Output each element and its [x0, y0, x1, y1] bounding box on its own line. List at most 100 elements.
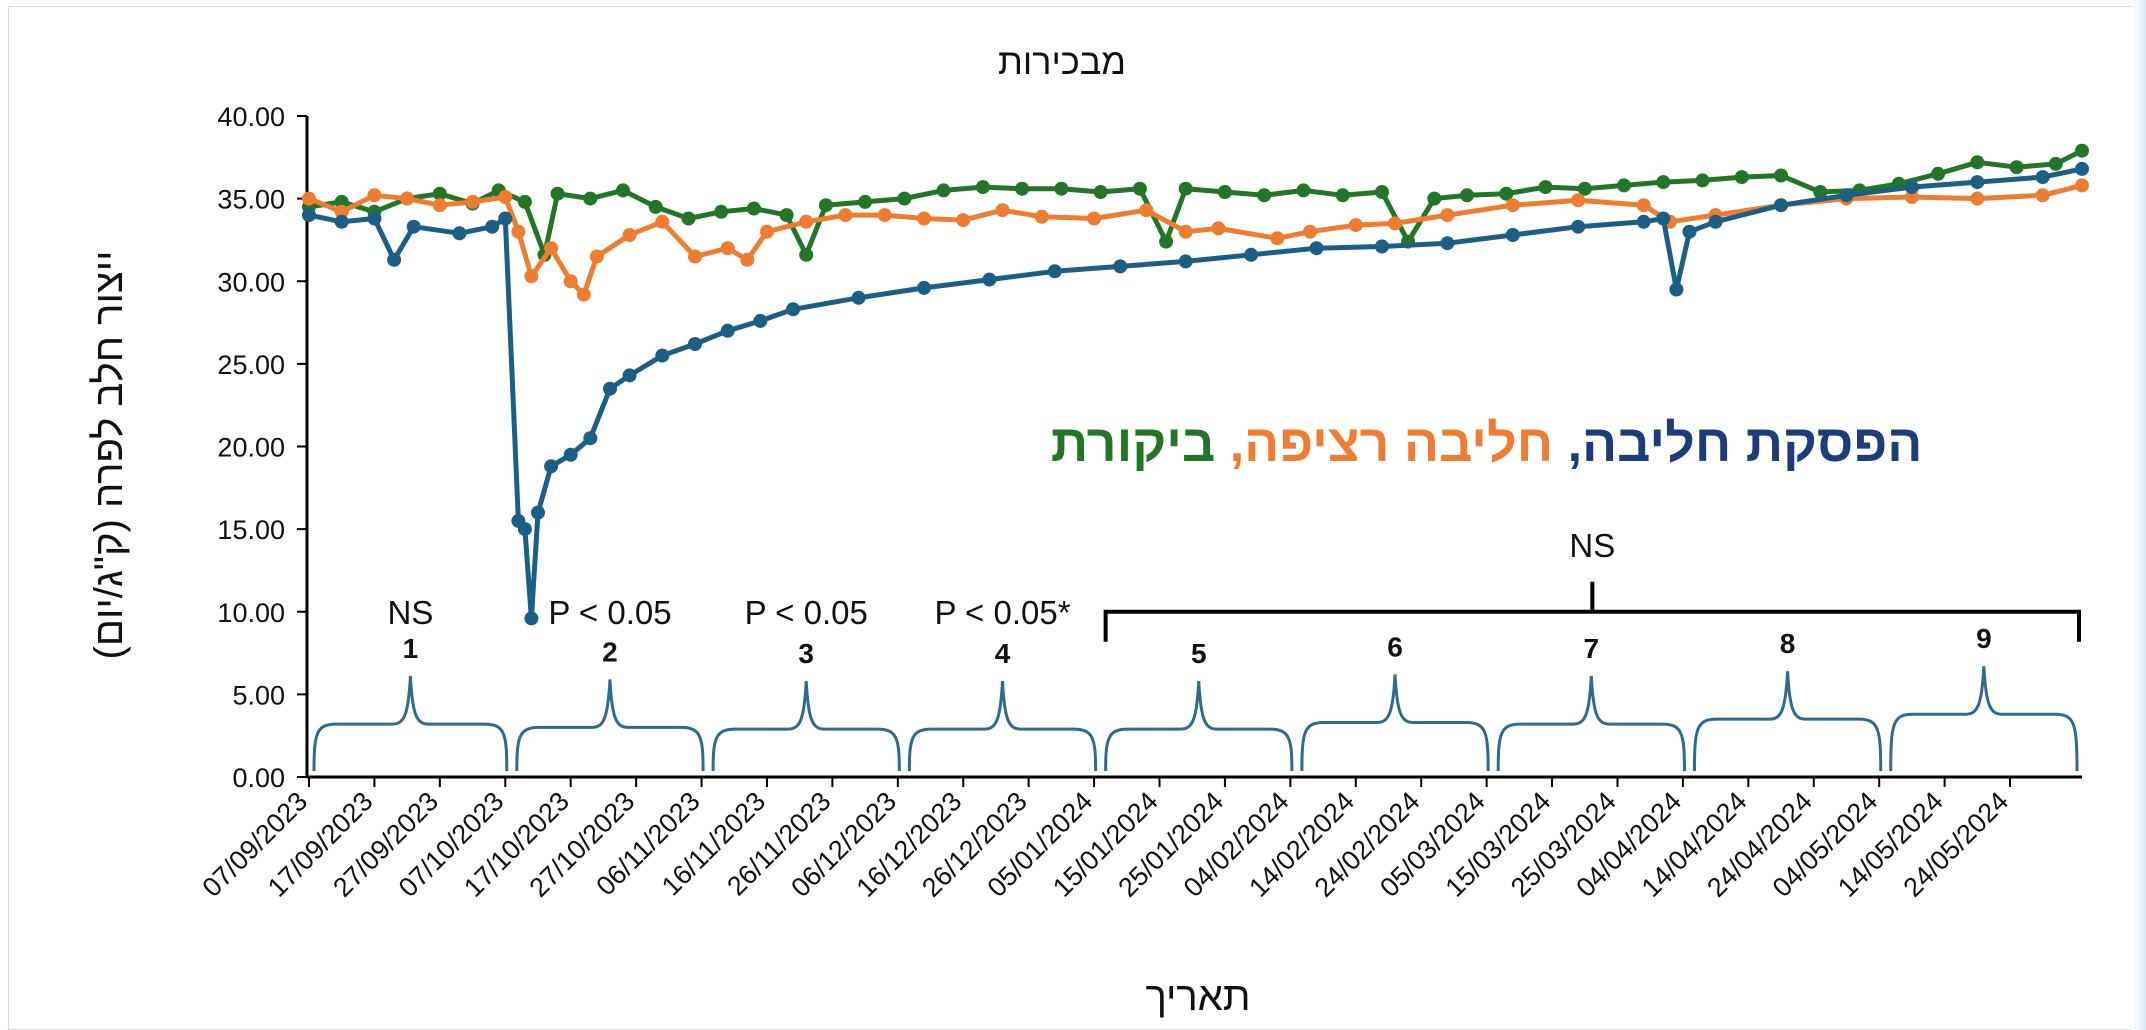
significance-annotations: NS P < 0.05 P < 0.05 P < 0.05* NS [387, 527, 2081, 642]
data-point [1375, 185, 1389, 199]
data-point [688, 249, 702, 264]
data-point [982, 272, 997, 287]
data-point [936, 183, 951, 198]
data-point [622, 228, 637, 242]
y-tick-label: 25.00 [217, 350, 285, 380]
segment-bracket [1496, 676, 1686, 772]
segment-number: 9 [1976, 623, 1992, 654]
data-point [583, 431, 598, 446]
data-point [524, 611, 539, 626]
data-point [1087, 211, 1102, 226]
segment-number: 5 [1191, 638, 1207, 669]
data-point [1270, 231, 1285, 246]
data-point [367, 188, 382, 203]
data-point [1617, 178, 1631, 193]
data-point [1348, 218, 1363, 233]
data-point [432, 186, 447, 201]
data-point [799, 214, 814, 229]
data-point [498, 190, 513, 204]
segment-number: 4 [995, 638, 1011, 669]
data-point [1669, 282, 1684, 297]
data-point [1538, 180, 1553, 195]
data-point [616, 183, 630, 198]
segment-number: 6 [1387, 631, 1403, 662]
y-tick-label: 15.00 [217, 515, 285, 545]
data-point [1505, 198, 1520, 213]
data-point [956, 213, 971, 228]
data-point [406, 219, 421, 234]
data-point [655, 348, 670, 363]
data-point [746, 201, 761, 216]
data-point [302, 191, 316, 206]
data-point [1571, 219, 1586, 234]
data-point [517, 522, 532, 537]
data-point [400, 191, 415, 206]
data-point [1093, 185, 1108, 199]
axes: 0.00 5.00 10.00 15.00 20.00 25.00 30.00 35.00 40… [196, 102, 2082, 903]
data-point [1708, 214, 1723, 229]
data-point [1178, 224, 1193, 239]
data-point [1656, 175, 1671, 190]
data-point [1388, 216, 1402, 231]
data-point [1970, 175, 1985, 190]
data-point [1296, 183, 1311, 198]
data-point [779, 208, 794, 223]
data-point [1682, 224, 1697, 239]
data-point [851, 290, 866, 305]
data-point [1178, 254, 1193, 269]
segment-bracket [312, 676, 509, 772]
window-edge [2132, 0, 2146, 1030]
data-point [1047, 264, 1062, 279]
data-point [531, 505, 545, 520]
series-line [308, 182, 2083, 297]
data-point [334, 194, 349, 209]
data-point [498, 211, 513, 226]
data-point [688, 337, 702, 351]
data-point [1499, 186, 1514, 201]
data-point [1656, 211, 1671, 226]
data-point [1257, 188, 1272, 203]
data-point [452, 226, 467, 241]
data-point [583, 191, 598, 206]
data-point [760, 224, 774, 239]
data-point [1211, 221, 1226, 236]
significance-label: NS [1569, 527, 1615, 564]
segment-bracket [907, 680, 1098, 772]
data-point [1375, 239, 1389, 254]
data-point [302, 208, 316, 223]
data-point [544, 459, 559, 474]
data-point [917, 280, 931, 295]
data-point [465, 194, 480, 209]
data-point [740, 252, 755, 267]
y-tick-label: 35.00 [217, 185, 285, 215]
data-point [603, 381, 617, 396]
data-point [714, 204, 729, 219]
data-point [1159, 234, 1174, 249]
data-point [563, 447, 578, 462]
data-point [838, 208, 853, 223]
data-point [1427, 191, 1442, 206]
data-point [858, 194, 873, 209]
segment-bracket [1889, 666, 2079, 772]
data-point [720, 241, 735, 256]
segment-number: 7 [1584, 633, 1600, 664]
data-point [648, 199, 663, 214]
data-point [1309, 241, 1324, 256]
segment-bracket [1692, 671, 1883, 772]
data-point [1904, 180, 1919, 195]
data-point [1440, 236, 1455, 251]
data-point [1636, 198, 1651, 213]
series-1 [302, 161, 2089, 626]
data-point [1440, 208, 1455, 223]
data-point [2048, 156, 2063, 171]
data-point [786, 302, 801, 317]
data-point [2075, 161, 2089, 176]
data-point [576, 287, 591, 302]
segment-bracket [515, 679, 705, 772]
data-point [1774, 168, 1788, 183]
segment-bracket [711, 680, 901, 772]
data-point [799, 247, 814, 262]
segment-number: 1 [403, 633, 419, 664]
x-axis-title: תאריך [1145, 975, 1250, 1019]
